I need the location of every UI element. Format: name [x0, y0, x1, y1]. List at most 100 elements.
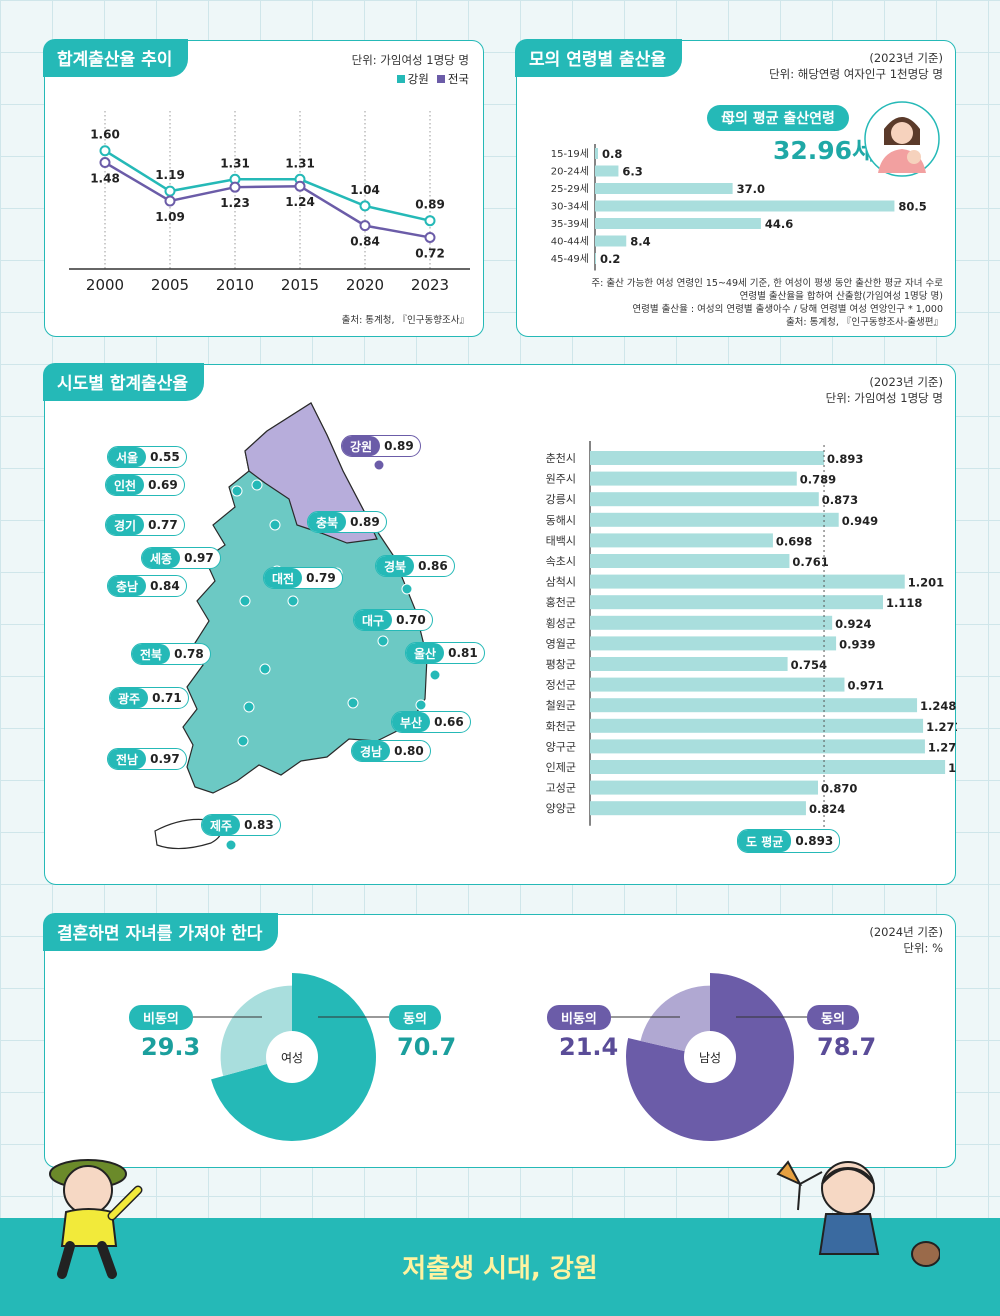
city-value-label: 0.971 — [847, 679, 883, 693]
male-agree-label: 동의 — [807, 1005, 859, 1030]
marriage-panel: 결혼하면 자녀를 가져야 한다 (2024년 기준) 단위: % 여성 남성 비동… — [43, 913, 956, 1168]
city-value-label: 0.873 — [822, 493, 858, 507]
age-bar — [595, 253, 596, 264]
city-category-label: 철원군 — [546, 699, 576, 712]
region-year: (2023년 기준) — [869, 375, 943, 389]
trend-x-tick-label: 2020 — [346, 276, 384, 294]
city-bar — [590, 801, 806, 816]
region-pill-busan: 부산 0.66 — [391, 711, 471, 733]
male-center-label: 남성 — [699, 1051, 721, 1065]
trend-x-tick-label: 2010 — [216, 276, 254, 294]
region-pill-seoul: 서울 0.55 — [107, 446, 187, 468]
city-chart: 춘천시 0.893 원주시 0.789 강릉시 0.873 동해시 0.949 태백시 0.698… — [546, 441, 957, 840]
city-value-label: 0.761 — [792, 555, 828, 569]
male-donut-hole — [684, 1031, 736, 1083]
male-agree-value: 78.7 — [817, 1033, 877, 1061]
trend-data-label: 0.72 — [415, 246, 445, 260]
trend-data-label: 1.31 — [285, 156, 315, 170]
region-pill-daegu: 대구 0.70 — [353, 609, 433, 631]
city-category-label: 삼척시 — [546, 576, 576, 589]
female-agree-value: 70.7 — [397, 1033, 457, 1061]
region-pill-chungnam: 충남 0.84 — [107, 575, 187, 597]
age-value-label: 0.2 — [600, 252, 620, 266]
city-category-label: 화천군 — [546, 719, 576, 733]
trend-point — [164, 185, 176, 197]
region-pill-jeonnam: 전남 0.97 — [107, 748, 187, 770]
trend-data-label: 0.84 — [350, 235, 380, 249]
male-disagree-value: 21.4 — [559, 1033, 619, 1061]
map-gangwon — [244, 402, 378, 544]
city-value-label: 0.870 — [821, 782, 857, 796]
city-bar — [590, 739, 925, 754]
city-bar — [590, 780, 818, 795]
age-value-label: 8.4 — [630, 235, 650, 249]
city-bar — [590, 492, 819, 507]
age-avg-value: 32.96세 — [773, 136, 876, 165]
city-value-label: 1.201 — [908, 576, 944, 590]
age-bar — [595, 183, 733, 194]
region-pill-ulsan: 울산 0.81 — [405, 642, 485, 664]
trend-data-label: 1.24 — [285, 195, 315, 209]
age-note-3: 연령별 출산율 : 여성의 연령별 출생아수 / 당해 연령별 여성 연앙인구 … — [632, 304, 943, 315]
region-pill-gyeongnam: 경남 0.80 — [351, 740, 431, 762]
trend-x-tick-label: 2015 — [281, 276, 319, 294]
age-category-label: 35-39세 — [551, 218, 589, 230]
city-bar — [590, 760, 946, 774]
age-category-label: 45-49세 — [551, 253, 589, 265]
city-bar — [590, 574, 905, 589]
region-panel: 시도별 합계출산율 (2023년 기준) 단위: 가임여성 1명당 명 서울 0.… — [43, 363, 957, 885]
trend-point — [294, 180, 306, 192]
city-bar — [590, 451, 825, 465]
trend-point — [229, 181, 241, 193]
age-bar — [595, 148, 598, 159]
trend-point — [99, 145, 111, 157]
age-category-label: 30-34세 — [551, 201, 589, 213]
legend-gangwon: 강원 — [396, 71, 429, 87]
city-category-label: 춘천시 — [546, 451, 576, 465]
trend-data-label: 1.60 — [90, 128, 120, 142]
trend-data-label: 1.19 — [155, 168, 185, 182]
female-disagree-value: 29.3 — [141, 1033, 201, 1061]
city-value-label: 0.698 — [776, 534, 812, 548]
footer-title: 저출생 시대, 강원 — [402, 1254, 598, 1284]
trend-source: 출처: 통계청, 『인구동향조사』 — [341, 315, 469, 326]
city-category-label: 원주시 — [546, 473, 576, 486]
trend-unit: 단위: 가임여성 1명당 명 — [351, 53, 469, 67]
region-pill-jeju: 제주 0.83 — [201, 814, 281, 836]
city-value-label: 0.939 — [839, 637, 875, 651]
trend-x-tick-label: 2005 — [151, 276, 189, 294]
region-pill-jeonbuk: 전북 0.78 — [131, 643, 211, 665]
city-value-label: 1.278 — [928, 740, 957, 754]
region-pill-sejong: 세종 0.97 — [141, 547, 221, 569]
male-disagree-label: 비동의 — [547, 1005, 611, 1030]
city-category-label: 강릉시 — [546, 493, 576, 506]
province-avg-pill: 도 평균 0.893 — [737, 829, 841, 853]
city-value-label: 0.893 — [827, 452, 863, 466]
age-bar — [595, 218, 761, 229]
city-value-label: 1.271 — [926, 720, 957, 734]
city-category-label: 영월군 — [546, 637, 576, 650]
city-bar — [590, 657, 788, 671]
city-category-label: 평창군 — [546, 658, 576, 671]
region-pill-gyeonggi: 경기 0.77 — [105, 514, 185, 536]
city-category-label: 동해시 — [546, 513, 576, 527]
trend-point — [359, 220, 371, 232]
city-value-label: 0.824 — [809, 802, 845, 816]
trend-series-line-1 — [104, 161, 431, 239]
city-bar — [590, 718, 924, 733]
city-value-label: 0.789 — [800, 473, 836, 487]
city-value-label: 0.754 — [791, 658, 827, 672]
marriage-year: (2024년 기준) — [869, 925, 943, 939]
marriage-unit: 단위: % — [903, 941, 943, 955]
legend-swatch-gangwon — [396, 75, 405, 83]
boy-character-illustration — [49, 1159, 143, 1279]
trend-x-tick-label: 2000 — [86, 276, 124, 294]
city-value-label: 0.924 — [835, 617, 871, 631]
city-value-label: 1.118 — [886, 596, 922, 610]
trend-chart: 2000 2005 2010 2015 2020 2023 1.60 1.19 1.31 1.31… — [69, 111, 470, 294]
city-bar — [590, 615, 833, 630]
marriage-title: 결혼하면 자녀를 가져야 한다 — [43, 913, 279, 951]
trend-point — [164, 195, 176, 207]
age-year: (2023년 기준) — [869, 51, 943, 65]
city-bar — [590, 471, 797, 486]
